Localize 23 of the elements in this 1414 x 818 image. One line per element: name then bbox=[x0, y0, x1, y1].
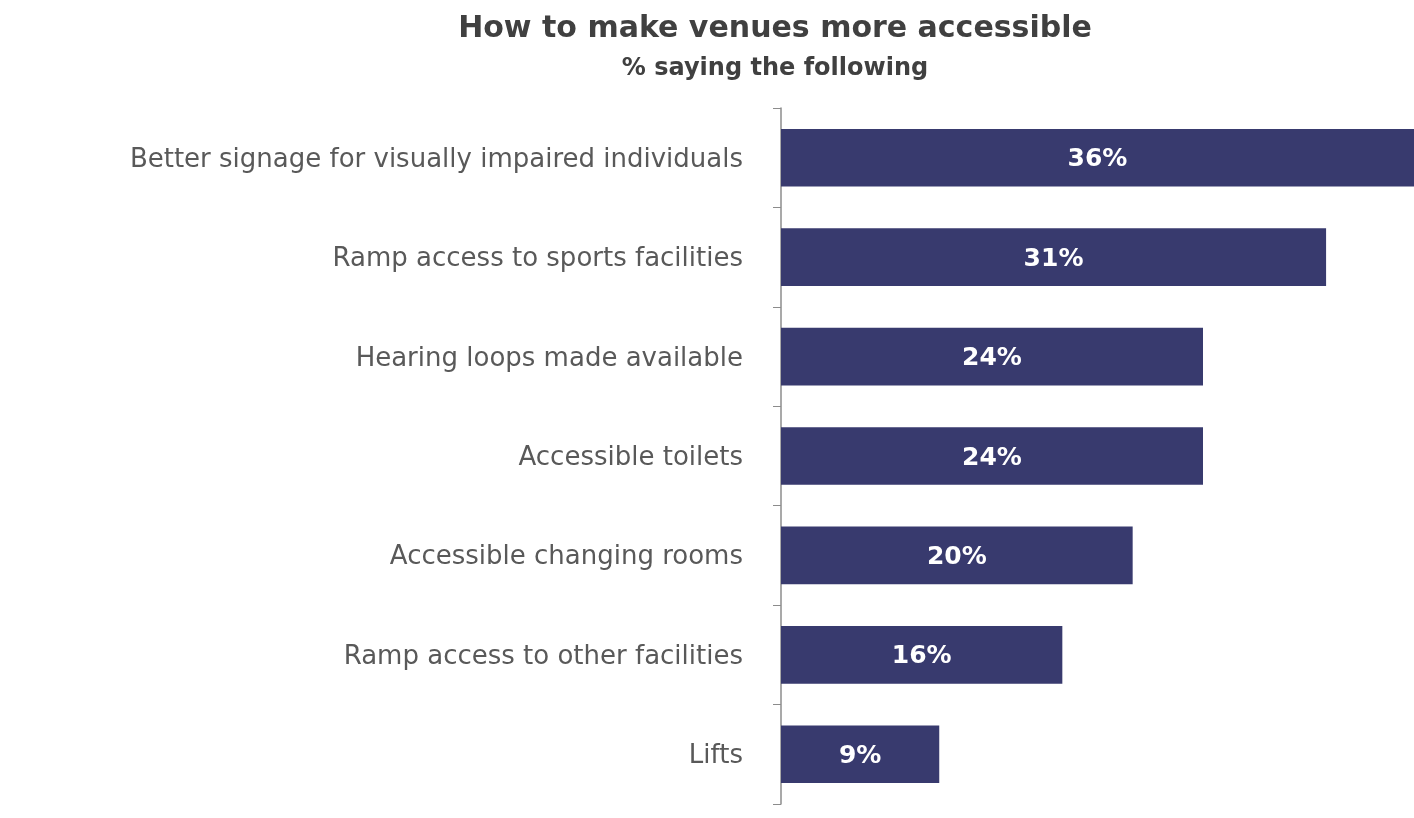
y-tick-label: Accessible changing rooms bbox=[389, 540, 743, 571]
data-label: 24% bbox=[962, 342, 1022, 372]
chart-subtitle: % saying the following bbox=[621, 53, 929, 81]
data-label: 20% bbox=[926, 540, 987, 570]
data-label: 31% bbox=[1023, 242, 1084, 272]
y-tick-label: Better signage for visually impaired individuals bbox=[129, 142, 743, 173]
y-tick-label: Ramp access to other facilities bbox=[343, 639, 743, 670]
bar bbox=[781, 427, 1203, 485]
bar bbox=[781, 228, 1327, 286]
bar bbox=[781, 725, 940, 784]
data-label: 24% bbox=[962, 441, 1022, 471]
data-label: 9% bbox=[838, 739, 882, 769]
bar bbox=[781, 128, 1414, 187]
y-tick-label: Hearing loops made available bbox=[355, 341, 743, 372]
y-tick-label: Ramp access to sports facilities bbox=[332, 242, 743, 273]
y-tick-label: Lifts bbox=[688, 739, 743, 770]
bar bbox=[781, 626, 1063, 684]
data-label: 36% bbox=[1067, 143, 1128, 173]
chart-title: How to make venues more accessible bbox=[458, 8, 1092, 44]
data-label: 16% bbox=[891, 640, 952, 670]
bar bbox=[781, 526, 1133, 585]
y-tick-label: Accessible toilets bbox=[518, 441, 743, 471]
bar bbox=[781, 327, 1203, 386]
